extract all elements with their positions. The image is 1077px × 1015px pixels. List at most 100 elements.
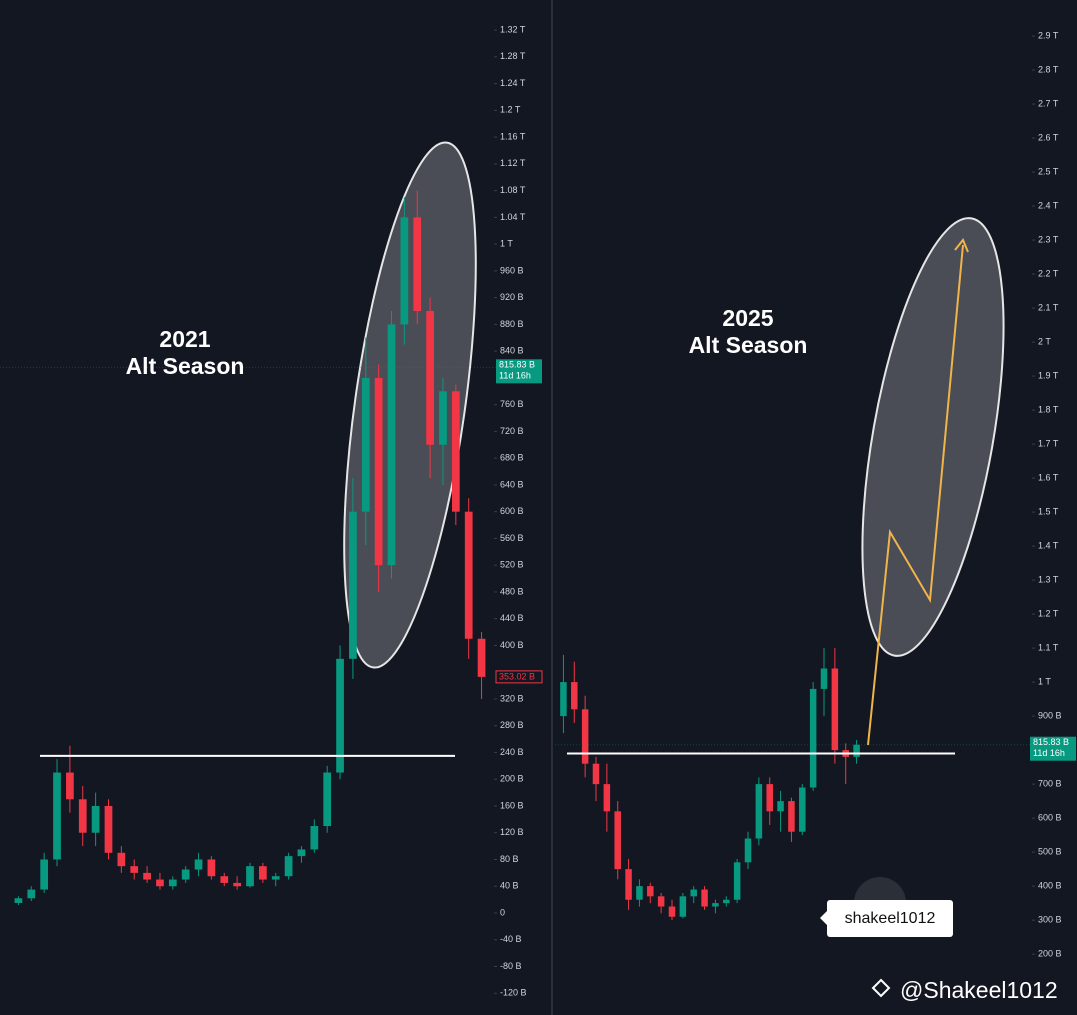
y-tick-label: -40 B <box>500 934 522 944</box>
candle-body <box>168 879 177 887</box>
candle-body <box>668 906 676 917</box>
candle-body <box>571 682 578 710</box>
y-tick-label: 1.24 T <box>500 78 526 88</box>
y-tick-label: 500 B <box>1038 846 1062 856</box>
candle-body <box>592 763 600 785</box>
candle-body <box>464 511 473 639</box>
candle-body <box>194 859 203 870</box>
y-tick-label: 320 B <box>500 693 524 703</box>
candle-body <box>53 772 61 860</box>
candle-body <box>40 859 49 890</box>
y-tick-label: 1.7 T <box>1038 438 1059 448</box>
candle-body <box>336 658 344 773</box>
candle-body <box>701 889 708 907</box>
y-tick-label: 1.04 T <box>500 212 526 222</box>
candle-body <box>130 866 139 873</box>
candle-body <box>349 511 357 659</box>
candle-body <box>104 805 113 853</box>
candle-body <box>387 324 396 566</box>
candle-body <box>560 682 567 717</box>
candle-body <box>581 709 589 764</box>
candle-body <box>233 882 241 887</box>
candle-body <box>733 862 741 900</box>
user-tag[interactable]: shakeel1012 <box>845 910 936 927</box>
y-tick-label: 1 T <box>500 239 513 249</box>
y-tick-label: 2.7 T <box>1038 98 1059 108</box>
y-tick-label: 400 B <box>500 640 524 650</box>
candle-body <box>451 391 460 512</box>
candle-body <box>400 217 409 325</box>
y-tick-label: 920 B <box>500 292 524 302</box>
candle-body <box>477 638 486 677</box>
y-tick-label: 2.6 T <box>1038 132 1059 142</box>
projection-arrow <box>867 244 964 746</box>
candle-body <box>690 889 697 897</box>
candle-body <box>679 896 687 917</box>
candle-body <box>413 217 422 312</box>
candle-body <box>66 772 74 800</box>
y-tick-label: 200 B <box>1038 949 1062 959</box>
candle-body <box>323 772 332 827</box>
candle-body <box>310 826 319 850</box>
y-tick-label: -120 B <box>500 988 527 998</box>
y-tick-label: 2.1 T <box>1038 302 1059 312</box>
candle-body <box>799 787 806 832</box>
y-tick-label: 200 B <box>500 774 524 784</box>
annotation-label: Alt Season <box>126 353 245 379</box>
candle-body <box>853 744 860 757</box>
candle-body <box>636 886 643 900</box>
y-tick-label: 700 B <box>1038 778 1062 788</box>
candle-body <box>831 668 839 751</box>
candle-body <box>777 801 784 812</box>
candle-body <box>259 866 267 880</box>
candle-body <box>766 784 773 812</box>
y-tick-label: 1.9 T <box>1038 370 1059 380</box>
candle-body <box>647 886 654 897</box>
candle-body <box>712 903 719 907</box>
candle-body <box>284 856 293 877</box>
price-box <box>496 359 542 384</box>
y-tick-label: 560 B <box>500 533 524 543</box>
price-label: 815.83 B <box>499 360 535 370</box>
y-tick-label: 900 B <box>1038 710 1062 720</box>
y-tick-label: 1 T <box>1038 676 1051 686</box>
y-tick-label: 1.4 T <box>1038 540 1059 550</box>
y-tick-label: 160 B <box>500 800 524 810</box>
tag-pointer <box>820 910 828 926</box>
y-tick-label: 600 B <box>500 506 524 516</box>
y-tick-label: 1.3 T <box>1038 574 1059 584</box>
y-tick-label: 1.2 T <box>500 105 521 115</box>
y-tick-label: 1.28 T <box>500 51 526 61</box>
y-tick-label: 2 T <box>1038 336 1051 346</box>
annotation-label: Alt Season <box>689 332 808 358</box>
annotation-year: 2025 <box>722 305 773 331</box>
y-tick-label: 120 B <box>500 827 524 837</box>
tag-box <box>827 900 953 937</box>
candle-body <box>603 784 611 812</box>
price-label: 815.83 B <box>1033 737 1069 747</box>
handle[interactable]: @Shakeel1012 <box>900 977 1058 1003</box>
y-tick-label: 440 B <box>500 613 524 623</box>
y-tick-label: 600 B <box>1038 812 1062 822</box>
close-box <box>495 670 543 684</box>
candle-body <box>625 869 632 900</box>
candle-body <box>117 852 126 867</box>
y-tick-label: 80 B <box>500 854 519 864</box>
y-tick-label: 300 B <box>1038 915 1062 925</box>
candle-body <box>78 799 87 833</box>
candle-body <box>220 876 229 883</box>
y-tick-label: 520 B <box>500 560 524 570</box>
y-tick-label: 1.08 T <box>500 185 526 195</box>
candle-body <box>181 869 190 880</box>
candle-body <box>809 688 817 788</box>
y-tick-label: 1.16 T <box>500 131 526 141</box>
candle-body <box>614 811 621 870</box>
y-tick-label: 1.8 T <box>1038 404 1059 414</box>
y-tick-label: 280 B <box>500 720 524 730</box>
y-tick-label: 480 B <box>500 586 524 596</box>
y-tick-label: 680 B <box>500 453 524 463</box>
candle-body <box>297 849 306 857</box>
candle-body <box>723 899 730 904</box>
candle-body <box>207 859 216 877</box>
